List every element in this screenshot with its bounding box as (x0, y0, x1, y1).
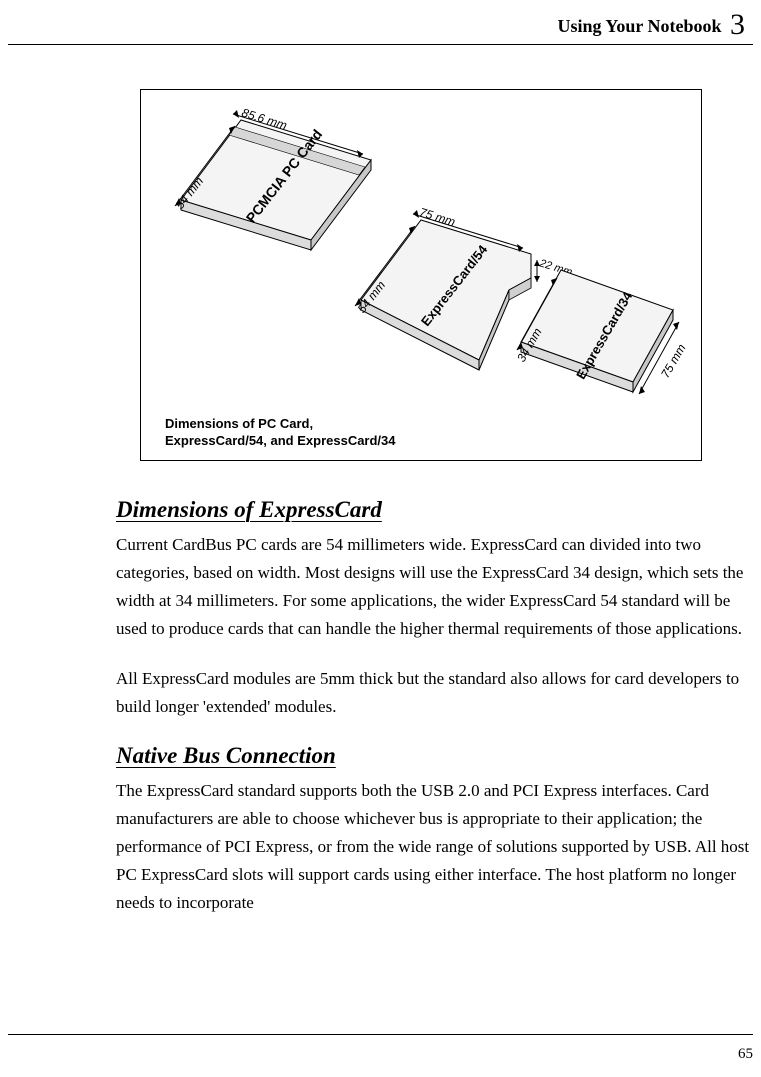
figure-caption: Dimensions of PC Card, ExpressCard/54, a… (165, 416, 396, 450)
body-paragraph: Current CardBus PC cards are 54 millimet… (116, 531, 755, 643)
content-area: 85.6 mm 54 mm PCMCIA PC Card (0, 45, 761, 918)
figure-caption-line2: ExpressCard/54, and ExpressCard/34 (165, 433, 396, 448)
running-title: Using Your Notebook (557, 16, 721, 36)
card-dimensions-figure: 85.6 mm 54 mm PCMCIA PC Card (140, 89, 702, 461)
footer-rule (8, 1034, 753, 1035)
section-heading: Native Bus Connection (116, 743, 755, 769)
running-header: Using Your Notebook 3 (8, 8, 753, 45)
body-paragraph: The ExpressCard standard supports both t… (116, 777, 755, 917)
page-number: 65 (738, 1046, 753, 1063)
chapter-number: 3 (730, 8, 745, 41)
section-heading: Dimensions of ExpressCard (116, 497, 755, 523)
figure-caption-line1: Dimensions of PC Card, (165, 416, 313, 431)
page: Using Your Notebook 3 (0, 0, 761, 1077)
body-paragraph: All ExpressCard modules are 5mm thick bu… (116, 665, 755, 721)
